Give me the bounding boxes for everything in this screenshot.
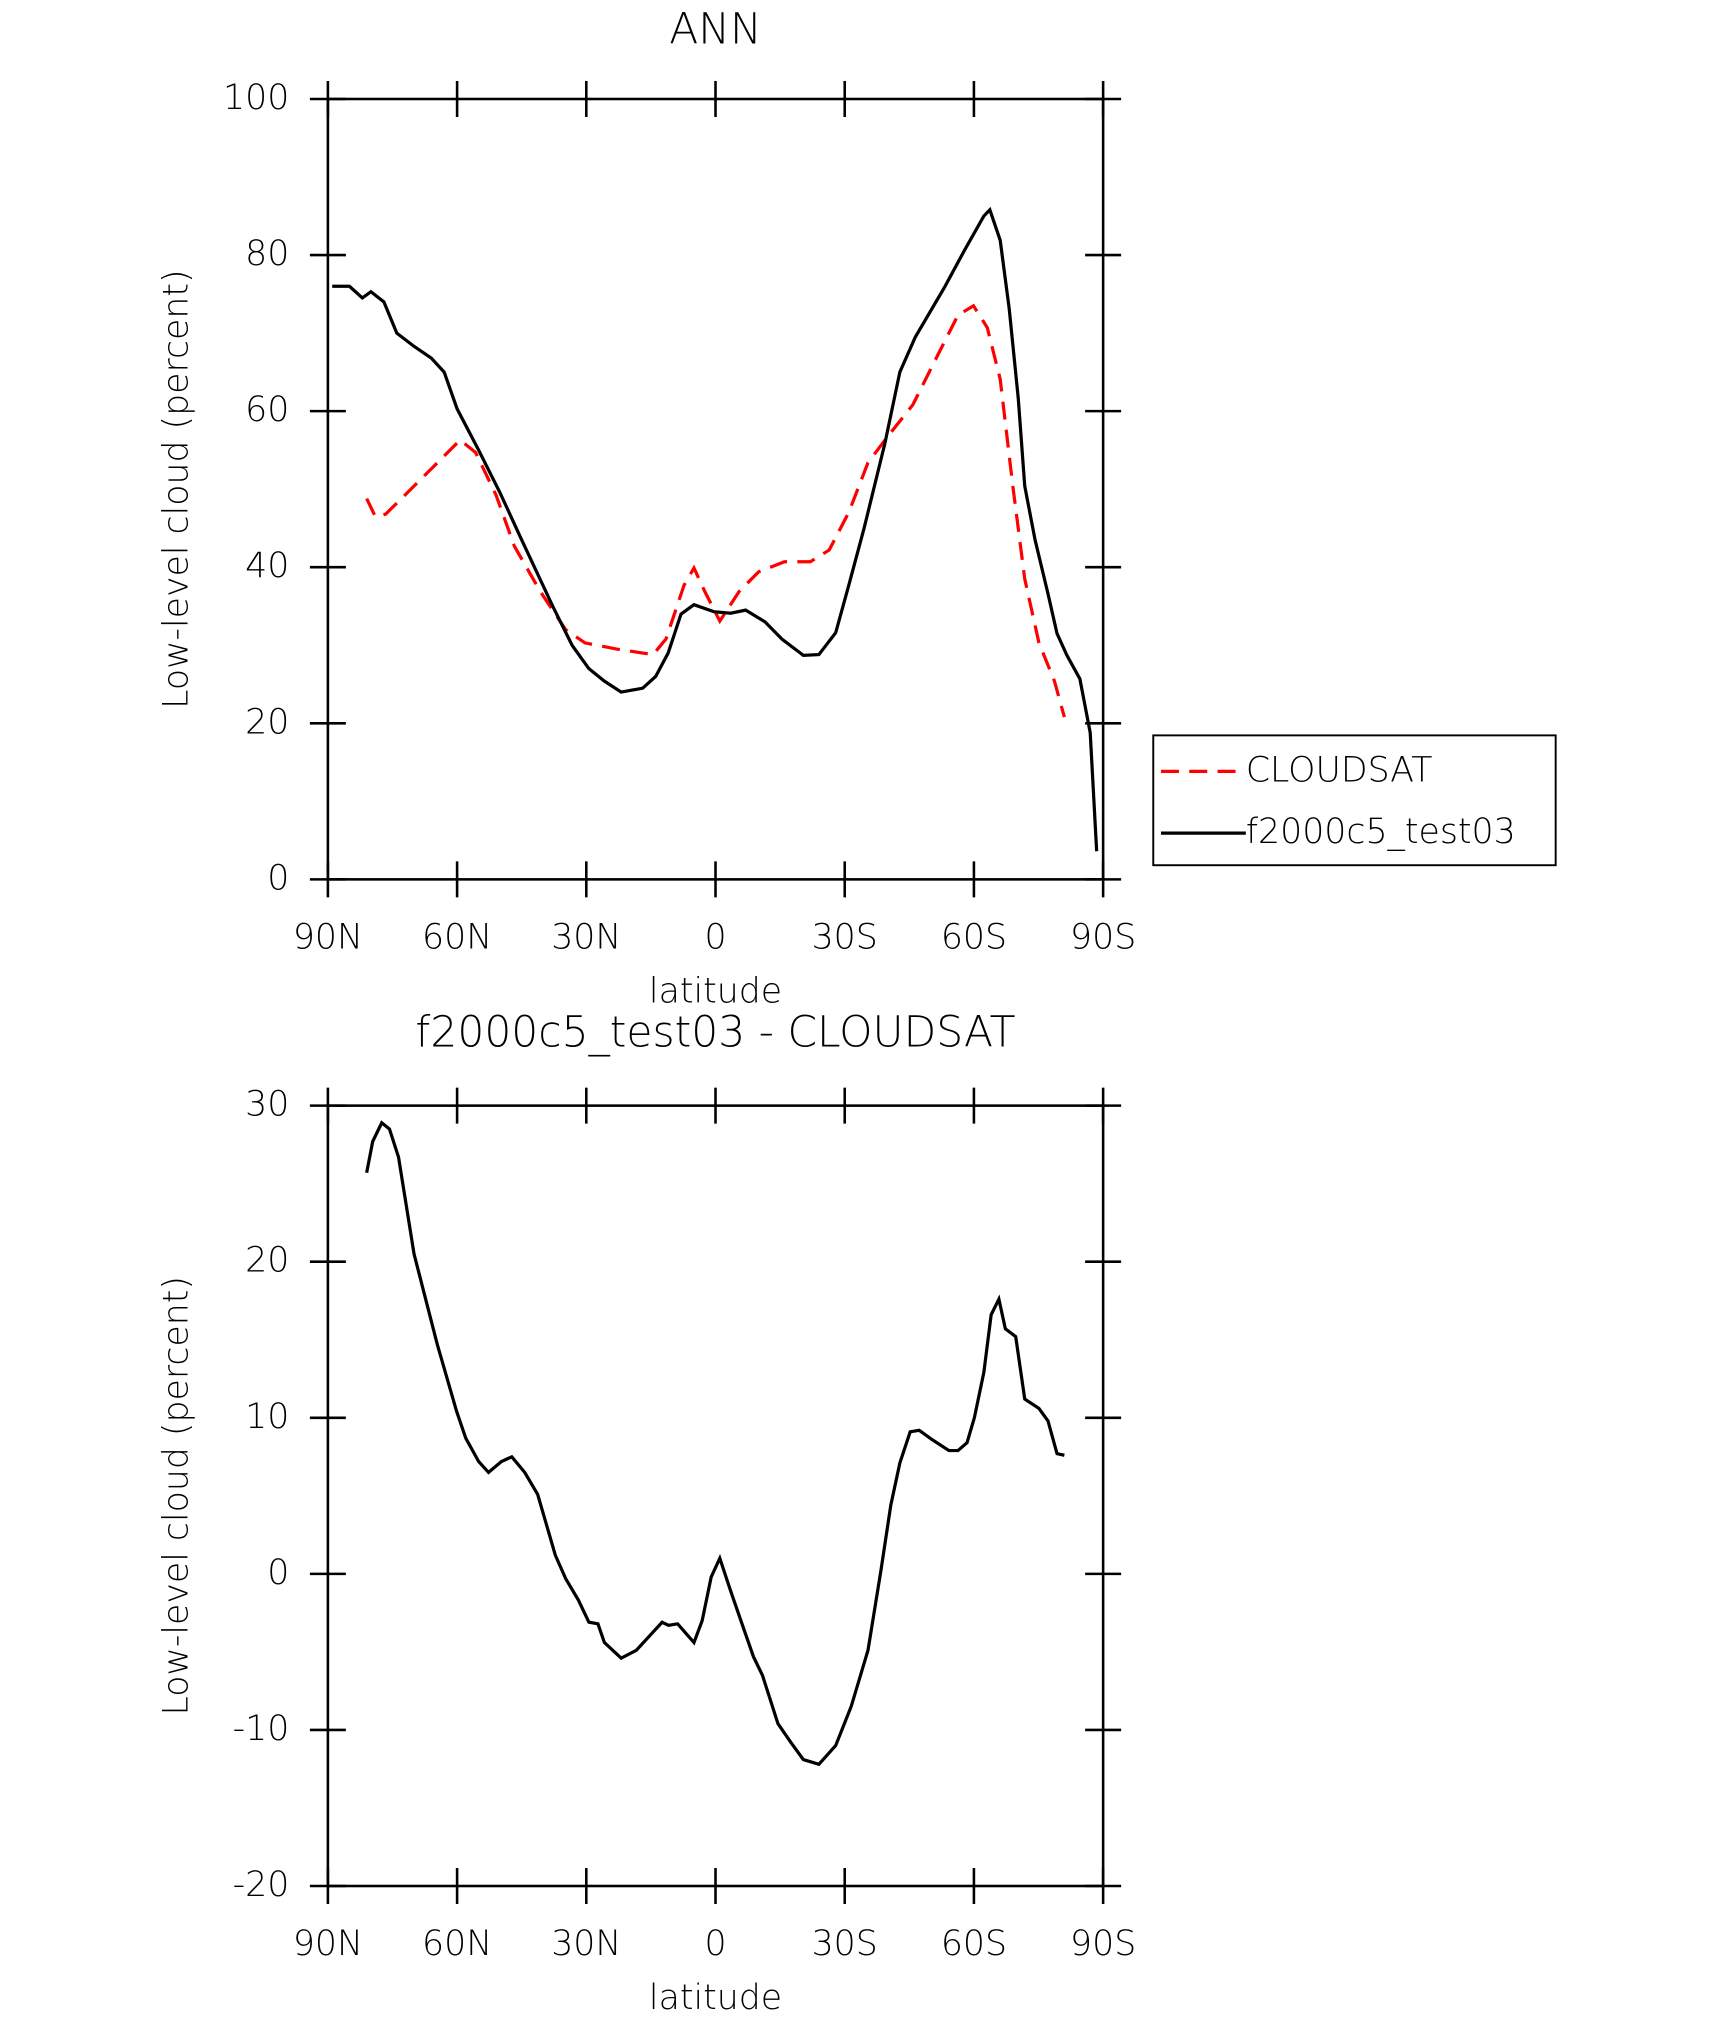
x-axis-label: latitude: [649, 972, 782, 1012]
x-tick-label: 90N: [293, 918, 363, 958]
x-tick-label: 60S: [941, 918, 1007, 958]
y-tick-label: 60: [245, 390, 289, 430]
x-tick-label: 60N: [422, 1924, 492, 1964]
chart-title: ANN: [669, 6, 761, 55]
y-tick-label: -10: [233, 1709, 290, 1749]
plot-frame: [326, 1104, 1105, 1888]
x-tick-label: 90S: [1070, 1924, 1136, 1964]
x-tick-label: 30S: [812, 1924, 878, 1964]
y-axis-label: Low-level cloud (percent): [156, 1276, 196, 1715]
x-tick-label: 0: [704, 918, 726, 958]
y-tick-label: 0: [267, 1553, 289, 1593]
x-tick-label: 30N: [551, 1924, 621, 1964]
data-line: [332, 206, 1099, 852]
data-line: [365, 303, 1066, 718]
y-axis-label: Low-level cloud (percent): [156, 269, 196, 708]
x-tick-label: 60S: [941, 1924, 1007, 1964]
y-tick-label: 20: [245, 702, 289, 742]
y-tick-label: 20: [245, 1241, 289, 1281]
y-tick-label: 0: [267, 858, 289, 898]
y-tick-label: 40: [245, 546, 289, 586]
legend-label: CLOUDSAT: [1246, 750, 1433, 790]
x-tick-label: 30S: [812, 918, 878, 958]
x-axis-label: latitude: [649, 1978, 782, 2018]
chart-title: f2000c5_test03 - CLOUDSAT: [415, 1008, 1015, 1057]
y-tick-label: 30: [245, 1085, 289, 1125]
y-tick-label: -20: [233, 1865, 290, 1905]
x-tick-label: 0: [704, 1924, 726, 1964]
x-tick-label: 90N: [293, 1924, 363, 1964]
legend-label: f2000c5_test03: [1246, 812, 1516, 852]
plot-frame: [326, 97, 1105, 881]
data-line: [365, 1120, 1065, 1767]
x-tick-label: 90S: [1070, 918, 1136, 958]
legend-box: [1152, 734, 1557, 867]
x-tick-label: 30N: [551, 918, 621, 958]
y-tick-label: 10: [245, 1397, 289, 1437]
x-tick-label: 60N: [422, 918, 492, 958]
y-tick-label: 80: [245, 234, 289, 274]
y-tick-label: 100: [223, 78, 289, 118]
